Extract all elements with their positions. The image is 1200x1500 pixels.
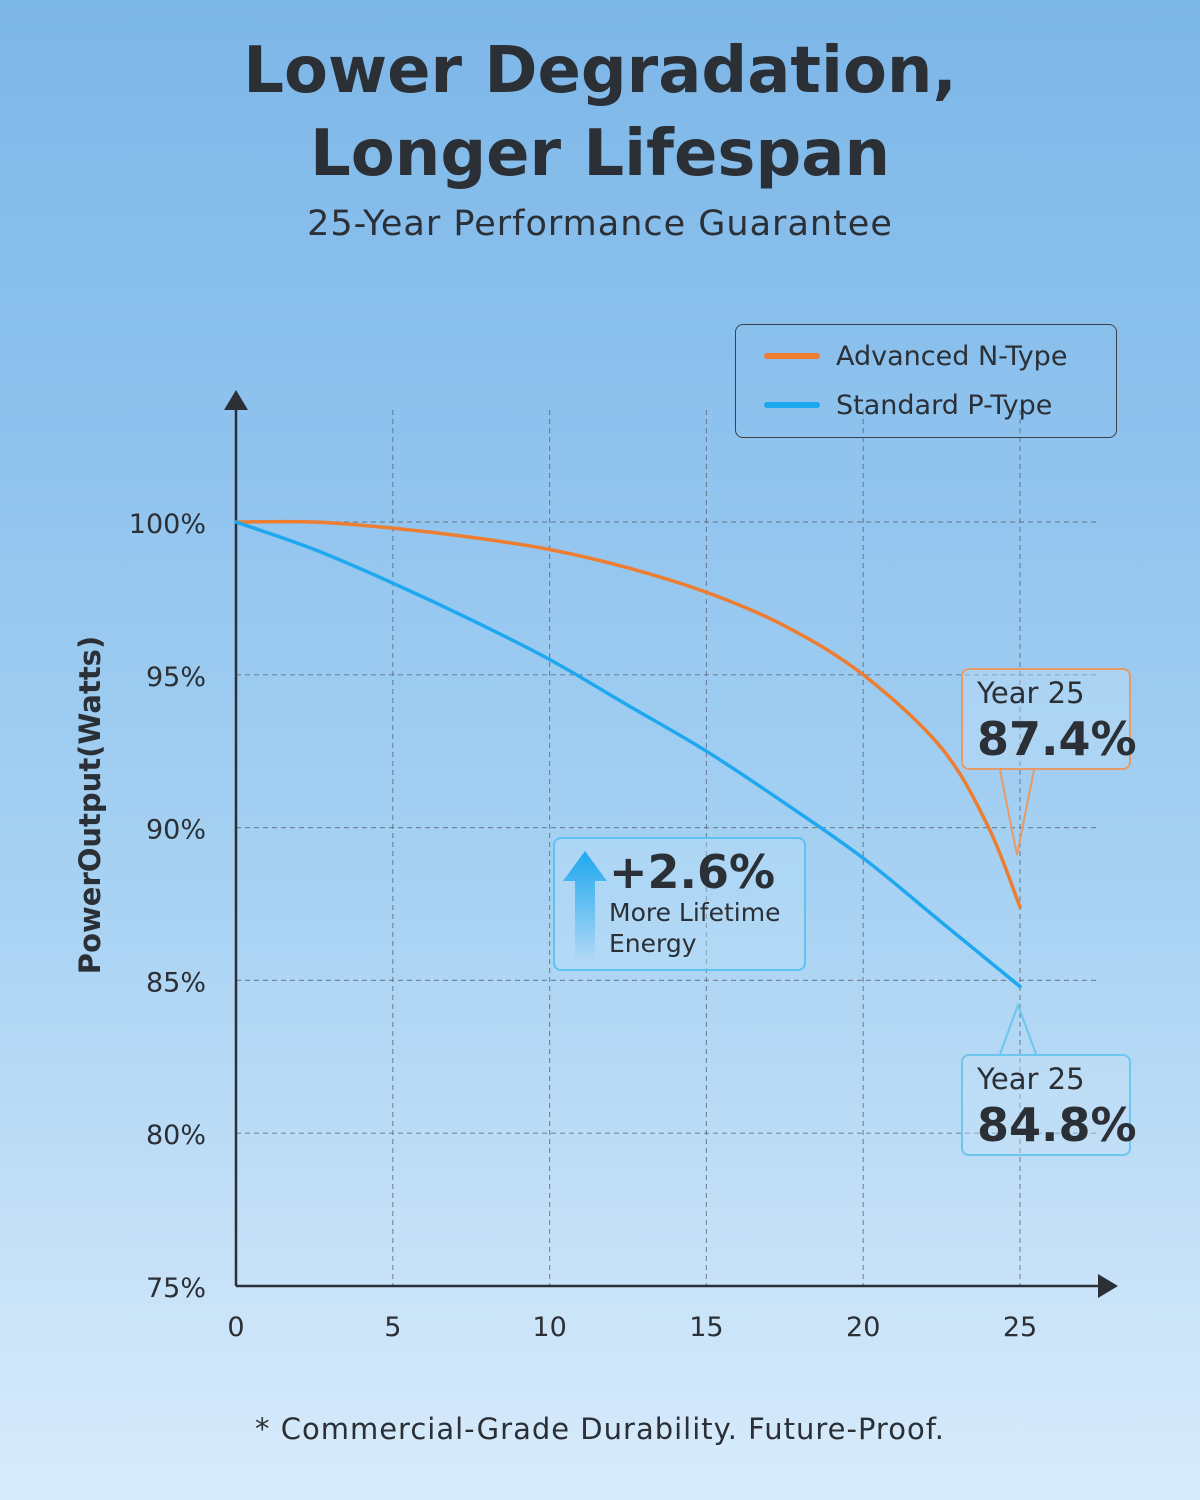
n-type-callout-pointer <box>999 769 1035 856</box>
legend-item-p-type: Standard P-Type <box>764 389 1053 421</box>
x-axis-arrow-icon <box>1098 1274 1118 1298</box>
y-axis-arrow-icon <box>224 390 248 410</box>
y-tick-label-75: 75% <box>146 1273 206 1304</box>
x-tick-label-5: 5 <box>384 1312 401 1343</box>
legend: Advanced N-Type Standard P-Type <box>735 324 1117 438</box>
n-type-callout-label: Year 25 <box>977 676 1085 710</box>
footnote: * Commercial-Grade Durability. Future-Pr… <box>254 1412 946 1446</box>
y-axis-label: PowerOutput(Watts) <box>73 636 107 974</box>
p-type-callout-label: Year 25 <box>977 1062 1085 1096</box>
title-line-2: Longer Lifespan <box>310 117 890 191</box>
legend-item-n-type: Advanced N-Type <box>764 340 1068 372</box>
grid <box>236 410 1098 1286</box>
p-type-callout-value: 84.8% <box>977 1098 1137 1152</box>
tick-labels: 100% 95% 90% 85% 80% 75% 0 5 10 15 20 25 <box>129 509 1037 1343</box>
series <box>234 519 1022 989</box>
series-line-n-type <box>234 519 1022 909</box>
p-type-callout-pointer <box>999 1002 1037 1055</box>
p-type-year25-callout: Year 25 84.8% <box>961 1054 1137 1156</box>
legend-label-p-type: Standard P-Type <box>836 389 1053 421</box>
n-type-year25-callout: Year 25 87.4% <box>961 668 1137 770</box>
y-tick-label-95: 95% <box>146 662 206 693</box>
y-tick-label-85: 85% <box>146 967 206 998</box>
legend-swatch-n-type <box>764 353 820 359</box>
x-tick-label-25: 25 <box>1003 1312 1037 1343</box>
gain-description: More Lifetime Energy <box>609 898 781 958</box>
legend-label-n-type: Advanced N-Type <box>836 340 1068 372</box>
x-tick-label-0: 0 <box>227 1312 244 1343</box>
series-line-p-type <box>234 520 1022 989</box>
x-tick-label-15: 15 <box>689 1312 723 1343</box>
up-arrow-icon <box>563 851 607 961</box>
x-tick-label-20: 20 <box>846 1312 880 1343</box>
y-tick-label-80: 80% <box>146 1120 206 1151</box>
gain-value: +2.6% <box>609 845 776 899</box>
subtitle: 25-Year Performance Guarantee <box>307 204 893 244</box>
n-type-callout-value: 87.4% <box>977 712 1137 766</box>
title-line-1: Lower Degradation, <box>243 34 957 108</box>
x-tick-label-10: 10 <box>532 1312 566 1343</box>
lifetime-gain-box: +2.6% More Lifetime Energy <box>553 837 806 971</box>
axes <box>224 390 1118 1298</box>
y-tick-label-90: 90% <box>146 815 206 846</box>
y-tick-label-100: 100% <box>129 509 206 540</box>
legend-swatch-p-type <box>764 402 820 408</box>
